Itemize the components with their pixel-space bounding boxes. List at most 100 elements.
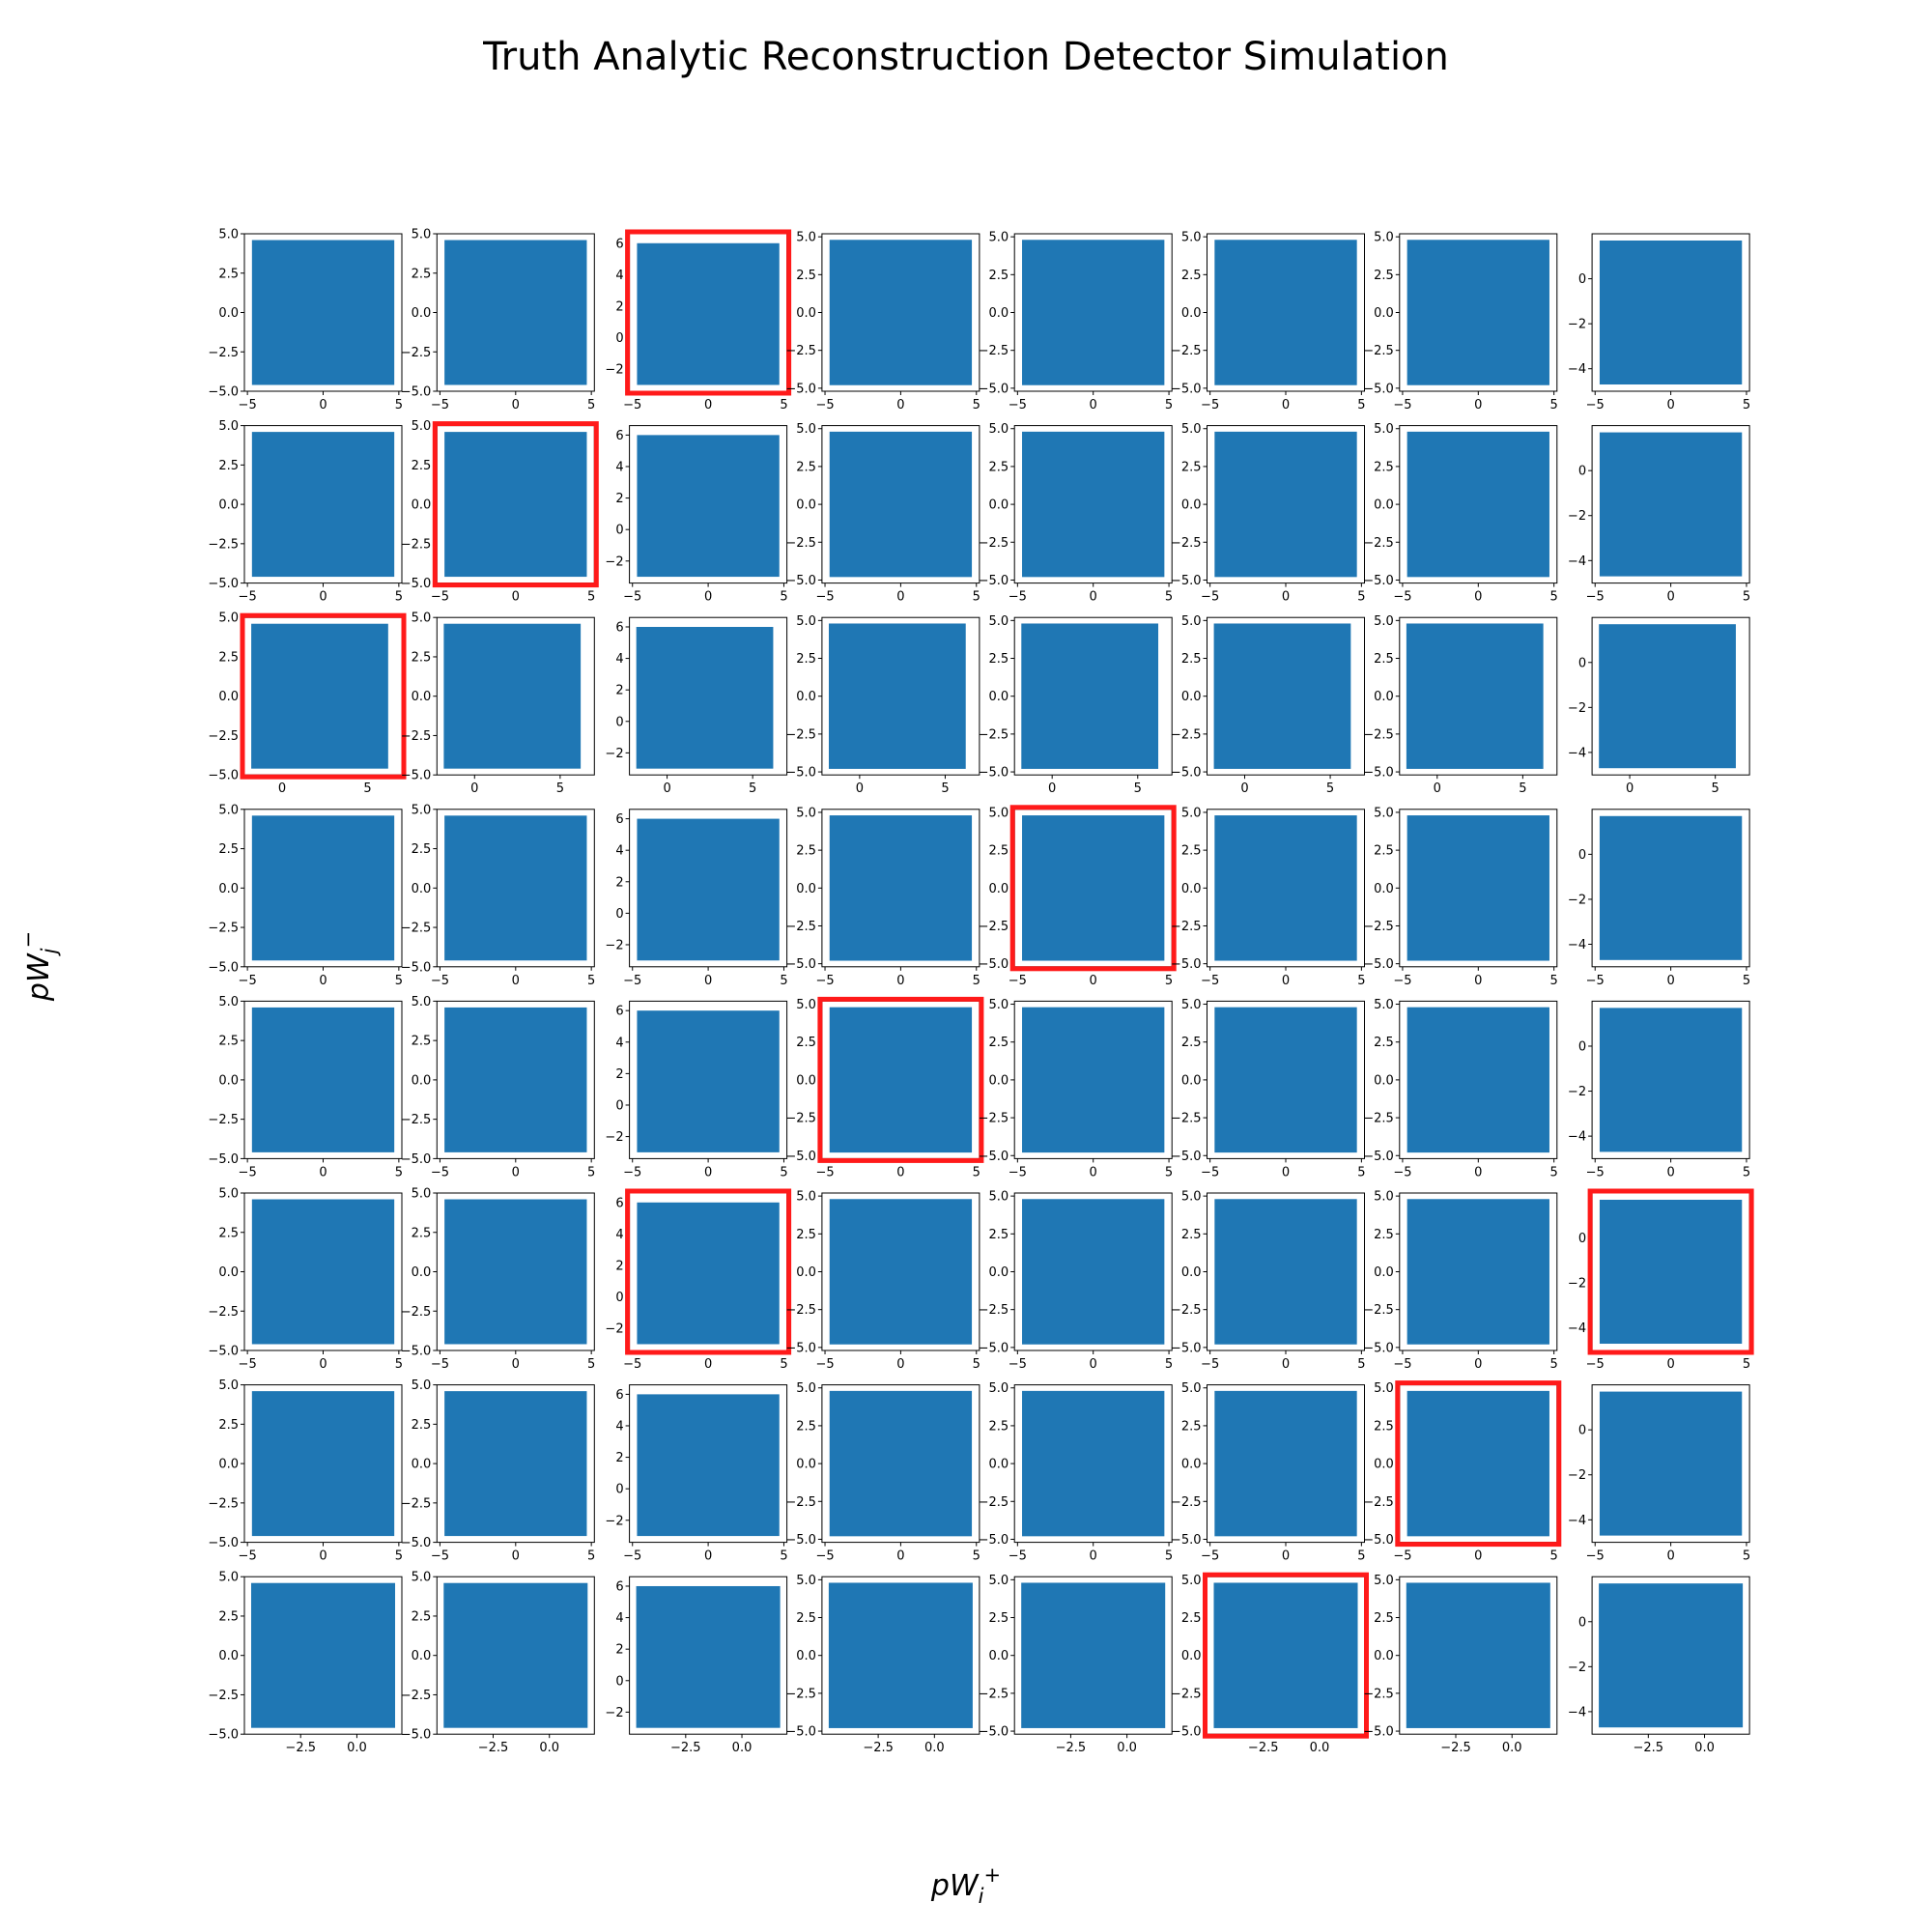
- y-tick-label: −5.0: [1363, 1150, 1394, 1164]
- y-tick-label: −2: [1568, 509, 1586, 524]
- x-tick-label: 0: [704, 398, 712, 412]
- y-tick-label: −2.5: [979, 1112, 1009, 1126]
- scatter-points: [1599, 815, 1743, 960]
- y-tick-label: 6: [615, 429, 623, 443]
- y-tick-label: 5.0: [1374, 806, 1394, 820]
- x-tick-label: −5: [1009, 1549, 1027, 1564]
- x-tick-label: 0: [1666, 974, 1674, 988]
- y-tick-label: −2.5: [785, 536, 816, 551]
- y-tick-label: −4: [1568, 1514, 1586, 1528]
- y-tick-label: 5.0: [218, 1571, 239, 1585]
- y-tick-label: 6: [615, 1579, 623, 1594]
- scatter-points: [1599, 1199, 1743, 1345]
- subplot-r3-c8: −4 −2 0 0 5: [1568, 616, 1750, 796]
- subplot-r2-c8: −4 −2 0 −5 0 5: [1568, 425, 1750, 605]
- subplot-r7-c6: −5.0 −2.5 0.0 2.5 5.0 −5 0 5: [1171, 1381, 1366, 1563]
- scatter-points: [444, 432, 587, 578]
- subplot-r3-c2: −5.0 −2.5 0.0 2.5 5.0 0 5: [401, 611, 595, 796]
- highlight-border: [240, 612, 407, 780]
- y-tick-label: −2.5: [1363, 344, 1394, 358]
- y-tick-label: 5.0: [796, 231, 816, 245]
- x-tick-label: −5: [431, 1357, 449, 1372]
- x-tick-label: 5: [780, 1165, 787, 1179]
- y-tick-label: 5.0: [1181, 998, 1202, 1012]
- x-tick-label: −5: [239, 590, 257, 605]
- x-tick-label: 0: [1090, 590, 1097, 605]
- x-tick-label: 5: [1165, 1357, 1173, 1372]
- subplot-r6-c4: −5.0 −2.5 0.0 2.5 5.0 −5 0 5: [785, 1190, 980, 1372]
- x-tick-label: 5: [1550, 1357, 1558, 1372]
- scatter-points: [1599, 1583, 1744, 1728]
- y-tick-label: 0.0: [1181, 1265, 1202, 1280]
- y-tick-label: −2.5: [401, 1689, 432, 1703]
- y-tick-label: 6: [615, 812, 623, 827]
- y-tick-label: −2.5: [401, 1496, 432, 1511]
- y-tick-label: 2.5: [989, 844, 1009, 859]
- x-tick-label: 0.0: [1502, 1741, 1522, 1755]
- x-tick-label: 5: [941, 781, 949, 796]
- scatter-points: [636, 1585, 781, 1728]
- y-tick-label: 0.0: [1374, 882, 1394, 896]
- scatter-points: [637, 435, 780, 578]
- y-tick-label: −5.0: [401, 769, 432, 783]
- y-tick-label: −5.0: [1171, 1341, 1202, 1355]
- y-tick-label: −5.0: [785, 1341, 816, 1355]
- y-tick-label: 0.0: [989, 882, 1009, 896]
- y-tick-label: 2.5: [796, 652, 816, 667]
- y-tick-label: 2.5: [796, 1228, 816, 1242]
- y-tick-label: −2.5: [208, 1689, 239, 1703]
- scatter-points: [1406, 1007, 1549, 1153]
- x-tick-label: 5: [780, 974, 787, 988]
- highlight-border: [1587, 1188, 1754, 1355]
- y-tick-label: 0: [1578, 656, 1586, 670]
- x-tick-label: 5: [1165, 590, 1173, 605]
- scatter-points: [251, 623, 388, 769]
- y-tick-label: 5.0: [1181, 806, 1202, 820]
- y-tick-label: −5.0: [208, 577, 239, 591]
- y-tick-label: 0.0: [1181, 1649, 1202, 1663]
- subplot-r1-c7: −5.0 −2.5 0.0 2.5 5.0 −5 0 5: [1363, 231, 1558, 412]
- y-tick-label: −2.5: [979, 920, 1009, 934]
- x-tick-label: 0: [1090, 1549, 1097, 1564]
- y-tick-label: −5.0: [1171, 382, 1202, 396]
- y-tick-label: 2.5: [1374, 1036, 1394, 1050]
- x-tick-label: 0: [512, 590, 520, 605]
- x-tick-label: −5: [815, 1357, 834, 1372]
- y-tick-label: −5.0: [785, 1150, 816, 1164]
- subplot-r6-c7: −5.0 −2.5 0.0 2.5 5.0 −5 0 5: [1363, 1190, 1558, 1372]
- subplot-r1-c2: −5.0 −2.5 0.0 2.5 5.0 −5 0 5: [401, 228, 596, 413]
- y-tick-label: 2.5: [796, 1611, 816, 1626]
- y-tick-label: 0.0: [412, 1265, 432, 1280]
- y-tick-label: −5.0: [979, 957, 1009, 972]
- x-tick-label: 5: [1743, 1357, 1750, 1372]
- y-tick-label: −5.0: [979, 766, 1009, 781]
- x-tick-label: −5: [1586, 1165, 1605, 1179]
- x-tick-label: 5: [587, 974, 595, 988]
- y-tick-label: 5.0: [796, 614, 816, 629]
- y-tick-label: 2.5: [218, 1418, 239, 1433]
- figure-title: Truth Analytic Reconstruction Detector S…: [482, 35, 1449, 79]
- x-tick-label: −5: [1009, 398, 1027, 412]
- y-tick-label: 0.0: [1374, 1265, 1394, 1280]
- y-tick-label: 0.0: [1374, 498, 1394, 513]
- y-tick-label: 0.0: [989, 1458, 1009, 1472]
- scatter-points: [829, 1007, 973, 1153]
- x-tick-label: 0: [319, 1357, 327, 1372]
- y-tick-label: 4: [615, 1036, 623, 1050]
- x-tick-label: 5: [587, 398, 595, 412]
- subplot-r4-c5: −5.0 −2.5 0.0 2.5 5.0 −5 0 5: [979, 805, 1177, 988]
- subplot-r2-c4: −5.0 −2.5 0.0 2.5 5.0 −5 0 5: [785, 422, 980, 604]
- y-tick-label: 2.5: [796, 460, 816, 474]
- y-tick-label: 2: [615, 492, 623, 506]
- y-tick-label: −4: [1568, 1321, 1586, 1336]
- y-tick-label: 2.5: [1181, 652, 1202, 667]
- subplot-r4-c7: −5.0 −2.5 0.0 2.5 5.0 −5 0 5: [1363, 806, 1558, 987]
- scatter-points: [1022, 1199, 1165, 1345]
- y-tick-label: 2.5: [1181, 269, 1202, 283]
- x-tick-label: 5: [1550, 590, 1558, 605]
- y-tick-label: 0.0: [796, 1649, 816, 1663]
- y-tick-label: −5.0: [1363, 766, 1394, 781]
- subplot-r8-c8: −4 −2 0 −2.5 0.0: [1568, 1576, 1750, 1755]
- x-tick-label: 0.0: [1310, 1741, 1330, 1755]
- y-tick-label: 5.0: [412, 995, 432, 1009]
